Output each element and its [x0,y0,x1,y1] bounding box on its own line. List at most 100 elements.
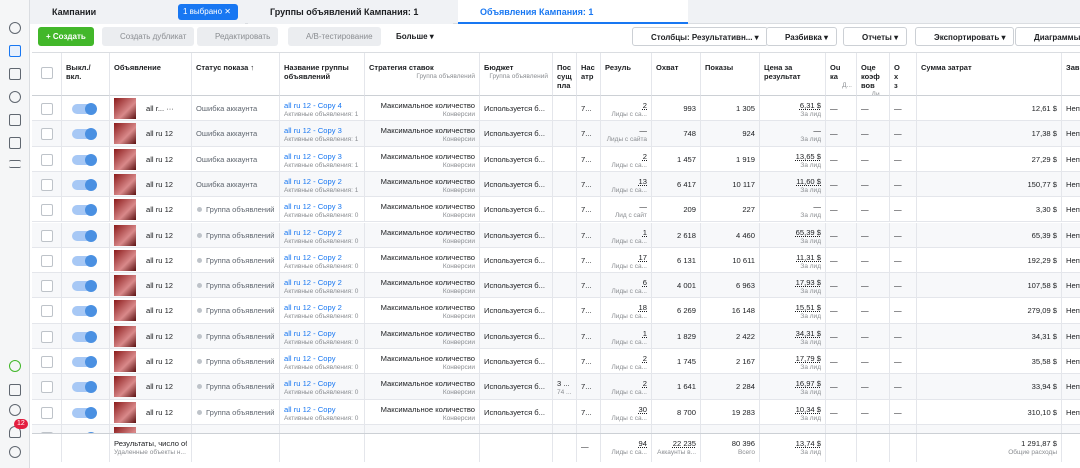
reports-button[interactable]: Отчеты ▾ [843,27,908,46]
icon[interactable] [9,404,21,416]
icon[interactable] [9,68,21,80]
cell: Неп [1062,324,1080,349]
edit-button[interactable]: Редактировать [197,27,279,46]
checkbox[interactable] [41,305,53,318]
cell-subtext: Аккаунты в... [657,449,696,456]
column-header[interactable]: Охват [652,53,701,96]
cell-text: — [894,382,902,392]
icon[interactable] [9,446,21,458]
checkbox[interactable] [41,280,53,293]
checkbox[interactable] [41,254,53,267]
tab[interactable]: Объявления Кампания: 1 [458,0,688,24]
checkbox[interactable] [41,153,53,166]
checkbox[interactable] [41,178,53,191]
toggle[interactable] [72,204,97,217]
cell: 2 284 [701,374,760,400]
checkbox[interactable] [41,330,53,343]
status-dot [197,207,202,213]
column-header[interactable]: Показы [701,53,760,96]
toggle[interactable] [72,178,97,191]
column-header[interactable]: Пос сущ пла [553,53,577,96]
columns-button[interactable]: Столбцы: Результативн... ▾ [632,27,768,46]
cell: — [890,247,917,274]
column-header[interactable]: Выкл./вкл. [62,53,110,96]
icon[interactable] [9,91,21,103]
table-row[interactable]: all ru 12 Ошибка аккаунта all ru 12 - Copy… [32,121,1080,147]
cell-text: 6 269 [676,306,696,316]
column-header[interactable]: Оце коэф вов Ди... [857,53,890,96]
cell: Ошибка аккаунта [192,96,280,122]
checkbox[interactable] [41,356,53,368]
charts-button[interactable]: Диаграммы [1015,27,1080,46]
checkbox[interactable] [41,204,53,217]
selected-pill[interactable]: 1 выбрано ✕ [178,4,238,20]
create-button[interactable]: + Создать [38,27,94,46]
toggle[interactable] [72,406,97,419]
toggle[interactable] [72,381,97,394]
column-header[interactable]: Ou ка Д... [826,53,857,96]
toggle[interactable] [72,153,97,166]
cell: Используется б... [480,222,553,248]
column-header[interactable]: Цена за результат [760,53,826,96]
toggle-knob [85,406,97,419]
cell-text: Группа объявлений [206,255,275,265]
toggle[interactable] [72,280,97,293]
column-header[interactable]: Резуль [601,53,652,96]
table-row[interactable]: all ru 12 Ошибка аккаунта all ru 12 - Copy… [32,146,1080,172]
column-header[interactable]: Бюджет Группа объявлений [480,53,553,96]
icon[interactable] [9,360,21,372]
toggle[interactable] [72,229,97,242]
tab[interactable]: Группы объявлений Кампания: 1 [248,0,453,24]
column-header[interactable]: Название группы объявлений [280,53,365,96]
checkbox[interactable] [41,431,53,433]
table-row[interactable]: all ru 12 Ошибка аккаунта all ru 12 - Copy… [32,171,1080,198]
column-header[interactable]: Стратегия ставок Группа объявлений [365,53,480,96]
toggle[interactable] [72,356,97,368]
column-header[interactable]: Статус показа ↑ [192,53,280,96]
cell: — [826,146,857,172]
column-header[interactable] [32,53,62,96]
column-header[interactable]: Сумма затрат [917,53,1062,96]
table-row[interactable]: all r... ··· Ошибка аккаунта all ru 12 - C… [32,96,1080,122]
checkbox[interactable] [41,406,53,419]
toggle[interactable] [72,305,97,318]
checkbox[interactable] [41,128,53,141]
icon[interactable] [9,22,21,34]
icon[interactable] [9,137,21,149]
cell-text: 8 700 [676,407,696,417]
cell: Группа объявлений [192,399,280,425]
cell [32,96,62,122]
column-header[interactable]: Нас атр [577,53,601,96]
column-header[interactable]: Зав [1062,53,1080,96]
column-header[interactable]: Объявление [110,53,192,96]
icon[interactable] [9,45,21,57]
toggle[interactable] [72,128,97,141]
icon[interactable] [9,160,21,168]
checkbox[interactable] [41,67,53,79]
checkbox[interactable] [41,229,53,242]
breakdown-button[interactable]: Разбивка ▾ [766,27,838,46]
duplicate-button[interactable]: Создать дубликат [102,27,195,46]
cell [32,197,62,223]
export-button[interactable]: Экспортировать ▾ [915,27,1015,46]
checkbox[interactable] [41,381,53,394]
checkbox[interactable] [41,103,53,115]
icon[interactable] [9,384,21,396]
abtest-button[interactable]: А/В-тестирование [288,27,381,46]
toggle[interactable] [72,330,97,343]
toggle[interactable] [72,103,97,115]
toggle[interactable] [72,254,97,267]
more-button[interactable]: Больше ▾ [396,32,434,41]
icon[interactable] [9,114,21,126]
